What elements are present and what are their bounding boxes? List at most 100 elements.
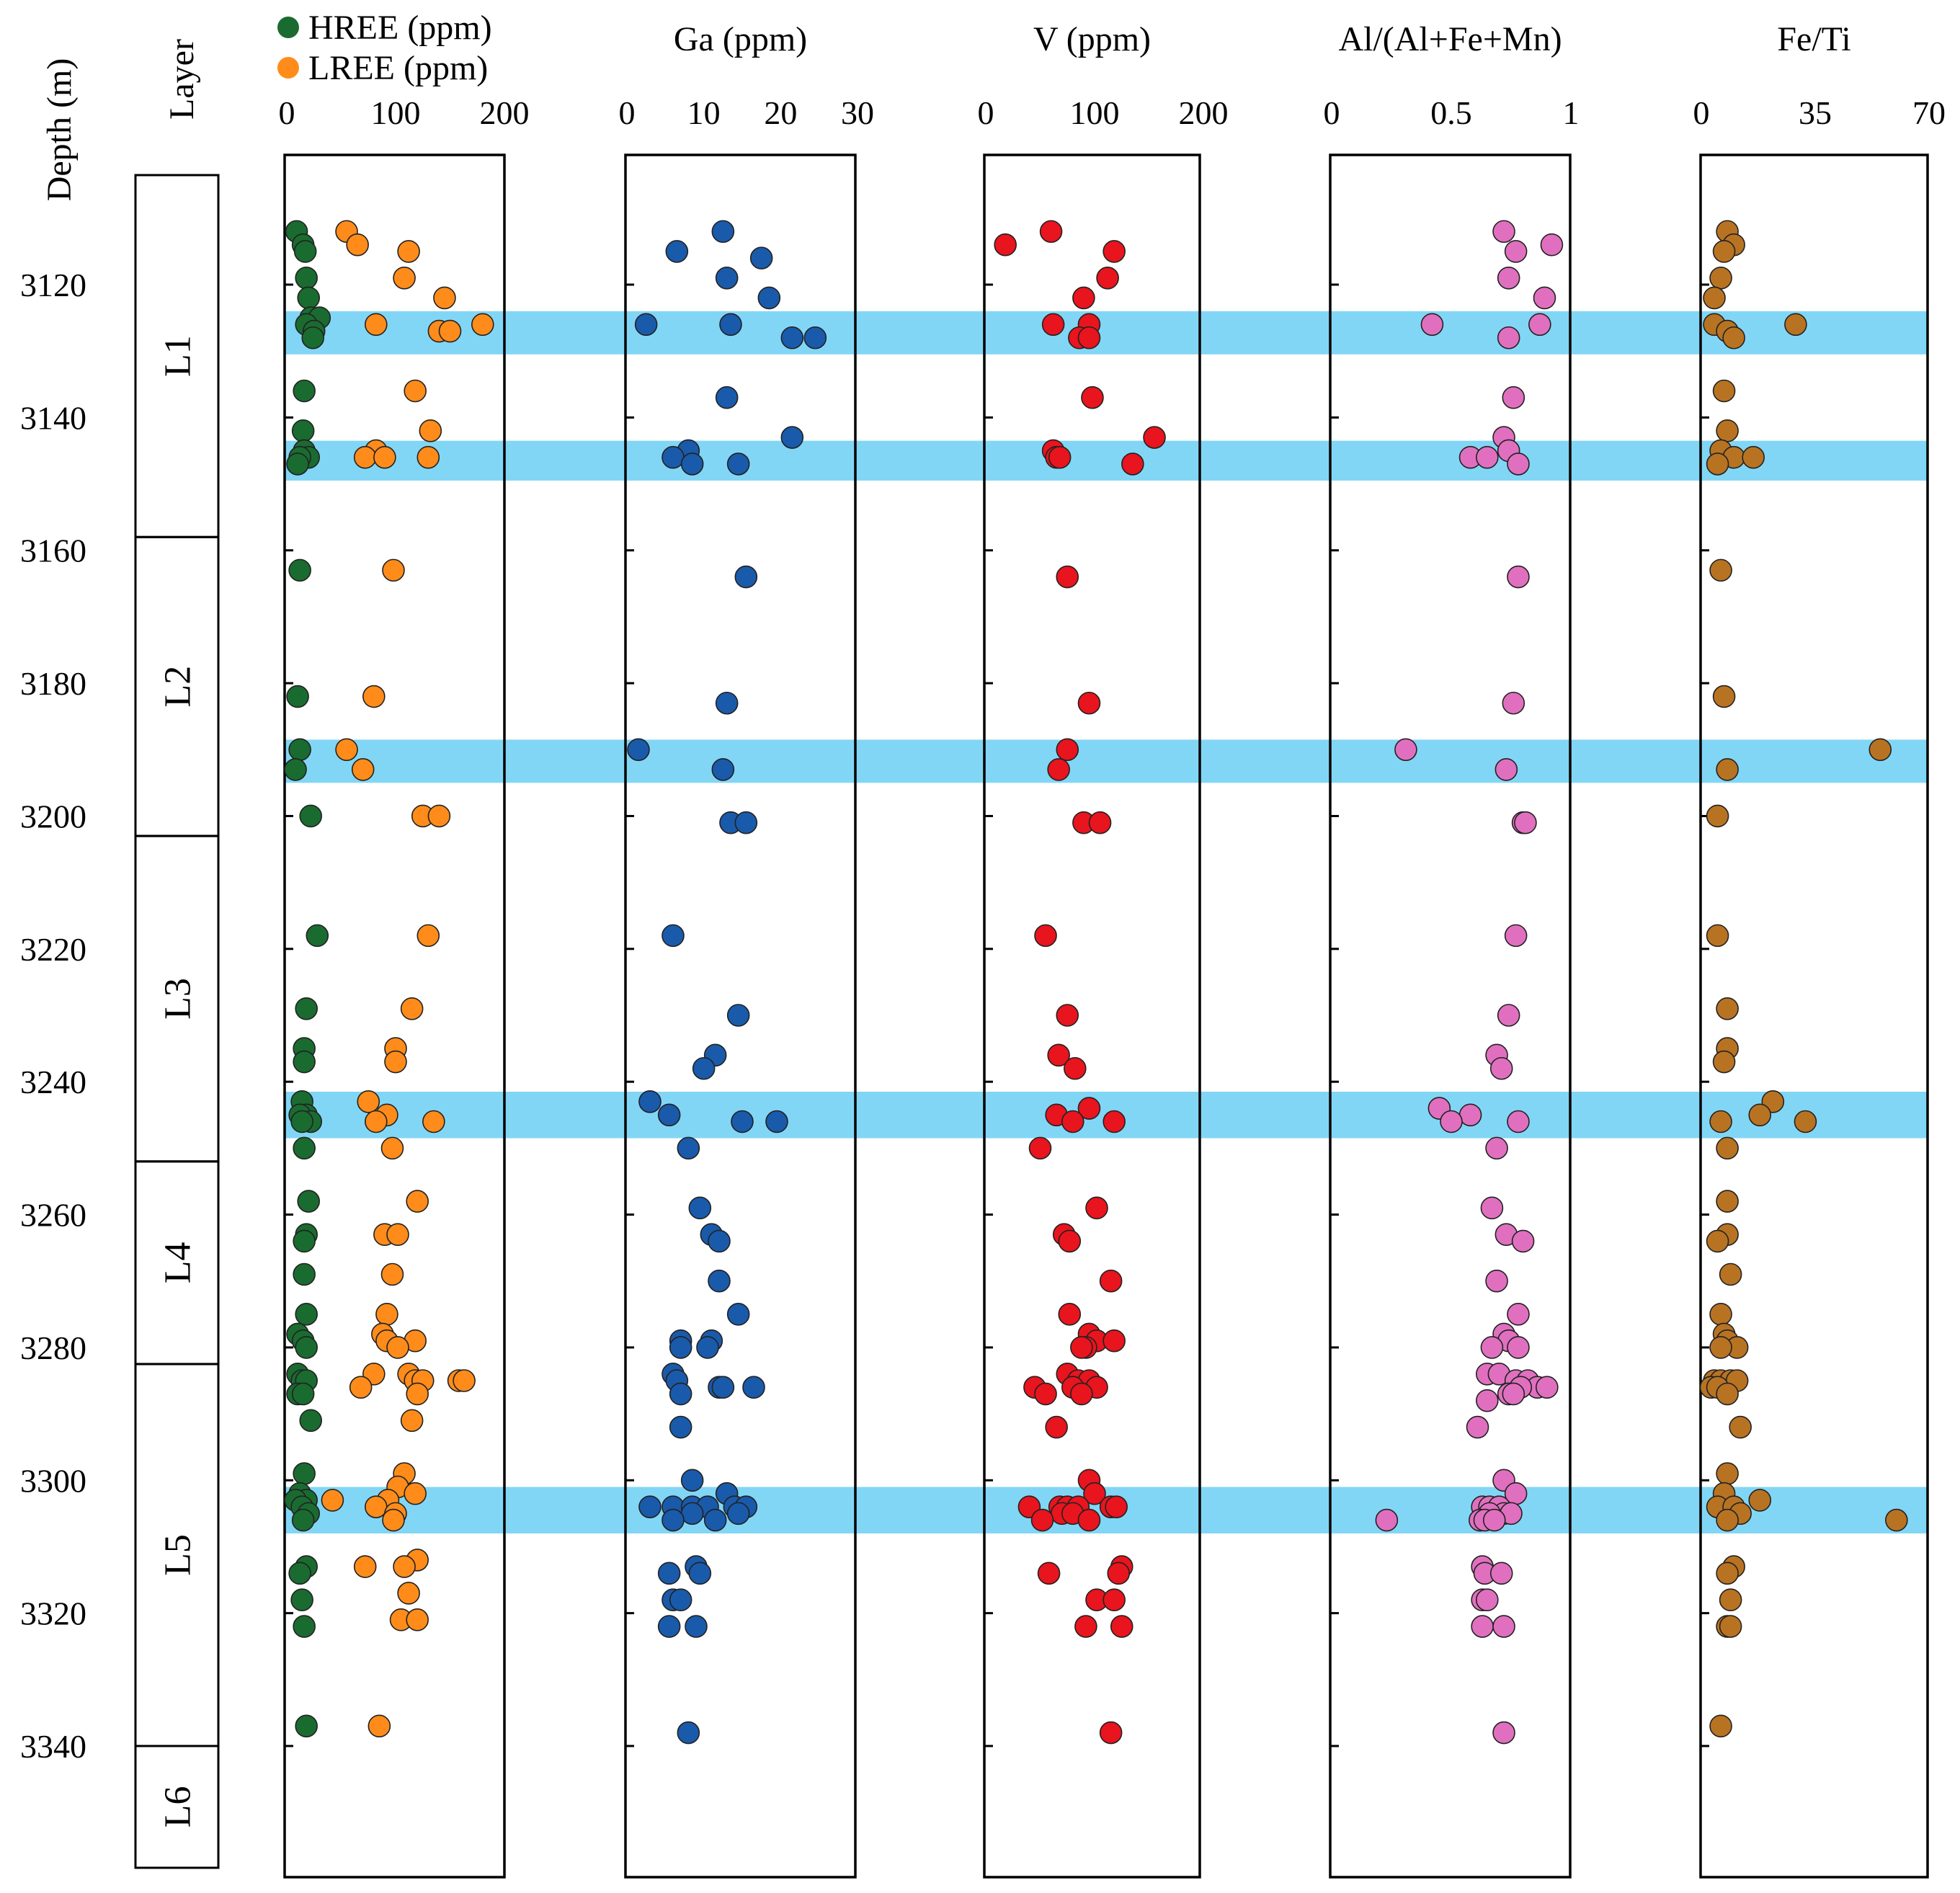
data-point (1476, 445, 1499, 469)
data-point (1716, 1462, 1739, 1485)
data-point (1709, 1110, 1732, 1133)
data-point (708, 1269, 731, 1293)
data-point (1709, 558, 1732, 582)
data-point (368, 1714, 391, 1738)
x-tick-label: 0 (1693, 94, 1710, 131)
data-point (290, 1110, 313, 1133)
data-point (293, 1462, 316, 1485)
data-point (335, 738, 358, 762)
data-point (749, 246, 773, 270)
data-point (1056, 738, 1079, 762)
depth-tick-label: 3340 (20, 1728, 86, 1765)
panel-title: Al/(Al+Fe+Mn) (1338, 20, 1562, 58)
data-point (1058, 1229, 1082, 1253)
data-point (295, 266, 318, 290)
data-point (1482, 1508, 1506, 1532)
data-point (696, 1336, 719, 1359)
legend-label: LREE (ppm) (308, 49, 488, 87)
data-point (1083, 1482, 1106, 1505)
series-Ga (627, 220, 827, 1745)
depth-tick-label: 3120 (20, 267, 86, 303)
data-point (680, 1502, 704, 1525)
data-point (386, 1223, 409, 1246)
data-point (1077, 691, 1101, 715)
data-point (1492, 220, 1515, 244)
data-point (1121, 453, 1144, 476)
data-point (1489, 1056, 1513, 1080)
data-point (1056, 565, 1079, 589)
data-point (662, 924, 685, 948)
data-point (1041, 313, 1065, 337)
data-point (1480, 1336, 1504, 1359)
data-point (1485, 1136, 1508, 1160)
depth-axis: 3120 3140 3160 3180 3200 3220 3240 3260 3280 3300… (20, 267, 86, 1765)
panel: 0 0.5 1Al/(Al+Fe+Mn) (1324, 20, 1580, 1879)
data-point (1504, 240, 1528, 263)
panel: 0 10 20 30 Ga (ppm) (619, 20, 874, 1879)
layer-label: L5 (158, 1534, 199, 1576)
data-point (404, 379, 427, 403)
data-point (297, 286, 321, 310)
data-point (299, 1409, 323, 1433)
data-point (365, 1110, 388, 1133)
data-point (680, 1469, 704, 1492)
data-point (1712, 379, 1736, 403)
depth-tick-label: 3320 (20, 1595, 86, 1632)
x-tick-label: 0 (619, 94, 636, 131)
data-point (1480, 1196, 1504, 1220)
data-point (731, 1110, 754, 1133)
data-point (1706, 1229, 1729, 1253)
data-point (627, 738, 650, 762)
depth-tick-label: 3280 (20, 1329, 86, 1366)
data-point (1706, 924, 1729, 948)
data-point (1088, 811, 1112, 834)
data-point (1706, 453, 1729, 476)
panel: 0 100 200 V (ppm) (978, 20, 1229, 1879)
data-point (692, 1056, 716, 1080)
data-point (669, 1588, 692, 1611)
data-point (1540, 233, 1564, 257)
data-point (1099, 1721, 1123, 1745)
data-point (1440, 1110, 1463, 1133)
data-point (1784, 313, 1807, 337)
data-point (1868, 738, 1892, 762)
data-point (1716, 1382, 1739, 1406)
data-point (1507, 1303, 1530, 1326)
data-point (1492, 1721, 1515, 1745)
data-point (1105, 1495, 1128, 1518)
data-point (438, 319, 462, 343)
panel: 0 100 200 (279, 94, 530, 1879)
data-point (422, 1110, 445, 1133)
data-point (291, 1508, 315, 1532)
depth-tick-label: 3200 (20, 798, 86, 834)
panel-title: Ga (ppm) (674, 20, 807, 58)
data-point (1706, 804, 1729, 828)
data-point (293, 379, 316, 403)
data-point (1471, 1615, 1494, 1638)
data-point (703, 1508, 727, 1532)
data-point (1729, 1415, 1752, 1439)
data-point (677, 1721, 700, 1745)
panel-title: Fe/Ti (1777, 20, 1850, 58)
data-point (715, 266, 739, 290)
panel: 0 35 70 Fe/Ti (1693, 20, 1946, 1879)
data-point (669, 1415, 692, 1439)
layer-label: L1 (158, 335, 199, 377)
data-point (1034, 1382, 1057, 1406)
data-point (351, 758, 375, 781)
data-point (994, 233, 1017, 257)
data-point (780, 326, 804, 349)
data-point (382, 558, 405, 582)
data-point (1072, 286, 1095, 310)
data-point (1143, 426, 1166, 449)
data-point (1716, 997, 1739, 1020)
data-point (1716, 1136, 1739, 1160)
data-point (306, 924, 329, 948)
data-point (634, 313, 658, 337)
data-point (1716, 419, 1739, 442)
data-point (1489, 1562, 1513, 1585)
data-point (1061, 1110, 1084, 1133)
legend-label: HREE (ppm) (308, 9, 492, 47)
depth-tick-label: 3300 (20, 1462, 86, 1499)
data-point (1466, 1415, 1489, 1439)
